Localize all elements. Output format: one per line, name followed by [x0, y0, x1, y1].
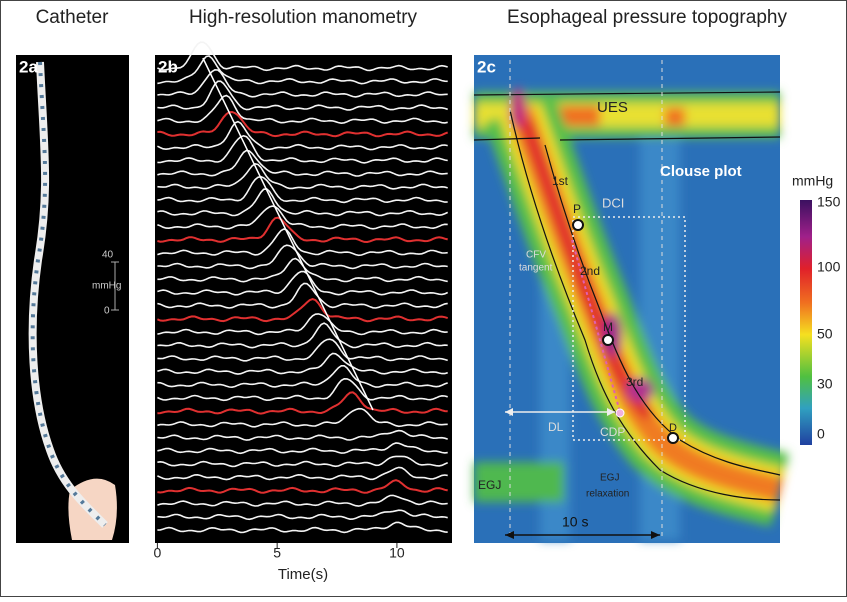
annotation: D — [669, 422, 677, 434]
annotation: DCI — [602, 195, 624, 210]
trace — [157, 216, 448, 244]
colorbar-tick-label: 50 — [817, 326, 833, 342]
trace — [157, 120, 448, 151]
trace — [157, 68, 448, 98]
colorbar-tick-label: 100 — [817, 259, 841, 275]
annotation: DL — [548, 420, 564, 434]
trace — [157, 352, 448, 375]
x-tick-label: 10 — [389, 545, 405, 561]
trace — [157, 521, 448, 534]
scale-unit: mmHg — [92, 281, 121, 292]
trace — [157, 322, 448, 349]
trace — [157, 205, 448, 230]
annotation: CDP — [600, 425, 625, 439]
trace — [157, 365, 448, 389]
wave-front — [202, 57, 374, 411]
trace — [157, 429, 448, 441]
trace — [157, 270, 449, 296]
trace — [157, 442, 448, 455]
annotation: P — [573, 202, 581, 216]
panel-bg — [155, 55, 452, 543]
colorbar-tick-label: 30 — [817, 376, 833, 392]
annotation: 3rd — [626, 375, 643, 389]
trace — [157, 175, 448, 204]
panel-label: 2c — [477, 57, 496, 76]
contour — [544, 144, 781, 476]
contour — [509, 109, 781, 501]
sensors — [30, 61, 107, 527]
colorbar — [800, 200, 812, 445]
annotation: Clouse plot — [660, 163, 742, 180]
trace — [157, 188, 449, 217]
panel-label: 2b — [158, 57, 178, 76]
x-tick-label: 5 — [273, 545, 281, 561]
trace — [157, 494, 448, 507]
trace — [157, 134, 448, 164]
trace — [157, 228, 448, 257]
trace — [157, 455, 449, 468]
contour — [473, 91, 781, 141]
trace — [157, 313, 448, 336]
point-m — [602, 334, 614, 346]
trace — [157, 377, 448, 402]
panel-b: 2b Time(s) — [155, 41, 452, 583]
panel-label: 2a — [19, 57, 38, 76]
trace — [157, 466, 448, 481]
scale-label: 0 — [104, 306, 110, 317]
annotation: CFV — [526, 250, 546, 261]
colorbar-tick-label: 0 — [817, 426, 825, 442]
annotation: 1st — [552, 174, 569, 188]
scale-label: 40 — [102, 250, 114, 261]
trace — [157, 338, 448, 362]
panel-a: 40 mmHg 0 2a — [16, 55, 129, 543]
panel-title: Esophageal pressure topography — [507, 7, 787, 28]
x-tick-label: 0 — [153, 545, 161, 561]
trace — [157, 244, 448, 270]
trace — [157, 391, 448, 415]
point-p — [572, 219, 584, 231]
annotation: 10 s — [562, 514, 588, 530]
trace — [157, 94, 448, 125]
annotation: relaxation — [586, 489, 629, 500]
trace — [157, 163, 448, 191]
pressure-map — [474, 88, 790, 540]
trace — [157, 80, 448, 111]
annotation: UES — [597, 99, 628, 116]
panel-title: High-resolution manometry — [189, 7, 418, 28]
trace — [157, 407, 448, 428]
trace — [157, 41, 448, 72]
x-axis-label: Time(s) — [278, 566, 328, 583]
trace — [157, 55, 448, 85]
trace — [157, 110, 449, 138]
point-d — [667, 432, 679, 444]
annotation: EGJ — [600, 473, 619, 484]
trace — [157, 509, 448, 521]
trace — [157, 479, 448, 494]
annotation: 2nd — [580, 264, 600, 278]
trace — [157, 282, 448, 309]
panel-title: Catheter — [36, 7, 110, 28]
trace — [157, 298, 448, 323]
annotation: tangent — [519, 263, 553, 274]
panel-c: 2c mmHg UES Clouse plot 1st P DCI CFV tangent 2… — [473, 55, 841, 543]
trace — [157, 149, 448, 177]
colorbar-tick-label: 150 — [817, 194, 841, 210]
colorbar-unit: mmHg — [792, 173, 833, 189]
annotation: M — [603, 320, 613, 334]
point-cdp — [615, 408, 625, 418]
dci-box — [572, 216, 686, 441]
annotation: EGJ — [478, 478, 501, 492]
